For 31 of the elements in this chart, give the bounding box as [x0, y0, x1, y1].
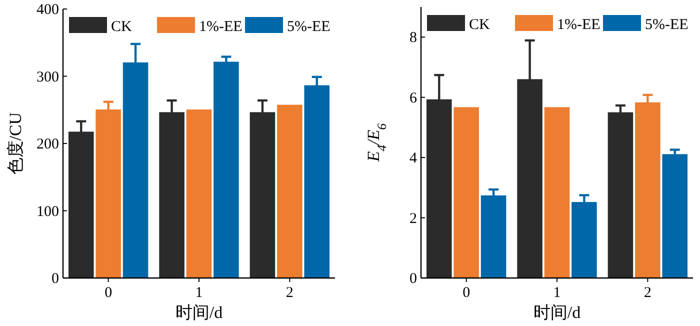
- x-tick-label: 2: [286, 285, 294, 301]
- y-tick-label: 0: [410, 271, 417, 287]
- legend-label: CK: [111, 19, 132, 35]
- bar: [662, 154, 688, 278]
- bar: [186, 109, 212, 278]
- y-tick-label: 8: [410, 30, 417, 46]
- x-tick-label: 0: [104, 285, 112, 301]
- x-tick-label: 1: [195, 285, 203, 301]
- bar: [214, 62, 239, 278]
- legend-label: CK: [469, 17, 490, 33]
- y-axis-title: 色度/CU: [6, 112, 25, 175]
- legend-label: 1%-EE: [557, 17, 600, 33]
- y-tick-label: 6: [410, 90, 418, 106]
- y-tick-label: 4: [410, 150, 418, 167]
- legend-label: 5%-EE: [287, 19, 330, 35]
- y-tick-label: 0: [52, 271, 59, 287]
- y-tick-label: 200: [36, 136, 59, 152]
- x-tick-label: 1: [553, 285, 561, 301]
- y-tick-label: 100: [36, 204, 59, 220]
- y-tick-label: 400: [36, 2, 59, 18]
- legend-label: 5%-EE: [645, 17, 688, 33]
- y-tick-label: 300: [36, 69, 59, 86]
- x-tick-label: 2: [644, 285, 652, 301]
- legend-label: 1%-EE: [199, 19, 242, 35]
- y-tick-label: 2: [410, 210, 417, 227]
- x-tick-label: 0: [462, 285, 470, 301]
- bar: [544, 107, 570, 278]
- x-axis-title: 时间/d: [175, 303, 224, 322]
- bar: [277, 104, 302, 278]
- x-axis-title: 时间/d: [533, 303, 582, 322]
- bar: [454, 107, 479, 278]
